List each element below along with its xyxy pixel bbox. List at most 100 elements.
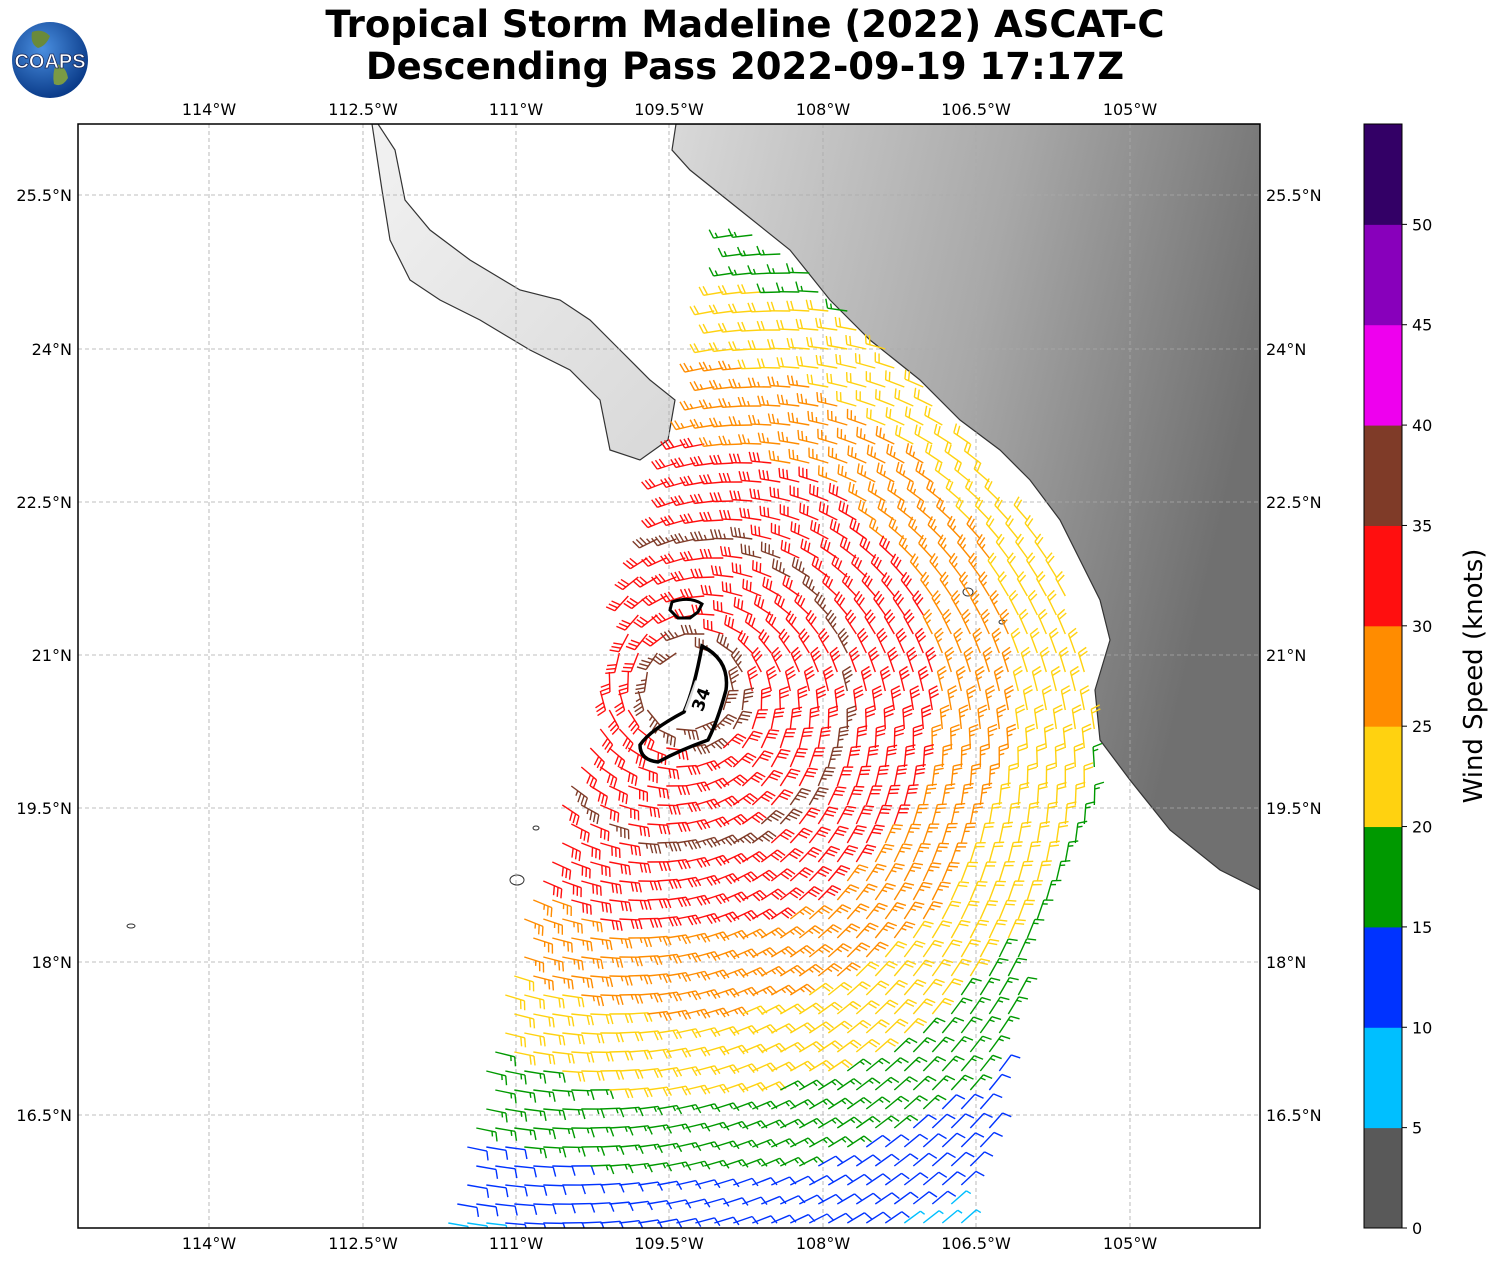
wind-barb (969, 763, 982, 787)
wind-barb (1074, 820, 1088, 844)
wind-barb (881, 572, 895, 597)
wind-barb (912, 1191, 938, 1205)
wind-barb (941, 978, 964, 996)
wind-barb (950, 590, 962, 616)
wind-barb (912, 920, 934, 939)
wind-barb (836, 1154, 863, 1167)
wind-barb (619, 918, 643, 930)
wind-barb (524, 1108, 547, 1121)
wind-barb (740, 543, 762, 559)
wind-barb (666, 934, 692, 945)
wind-barb (780, 539, 800, 559)
wind-barb (741, 687, 755, 711)
wind-barb (633, 690, 645, 717)
wind-barb (657, 1180, 683, 1190)
wind-barb (913, 387, 933, 407)
wind-barb (657, 1142, 683, 1153)
wind-barb (941, 608, 952, 635)
wind-barb (647, 1199, 673, 1210)
wind-barb (581, 1145, 606, 1156)
wind-barb (798, 1156, 825, 1167)
wind-barb (657, 991, 682, 1002)
wind-barb (798, 1117, 825, 1129)
wind-barb (679, 437, 705, 449)
wind-barb (689, 493, 715, 505)
wind-barb (883, 704, 894, 730)
wind-barb (657, 1218, 683, 1228)
wind-barb (789, 787, 811, 806)
wind-barb (737, 434, 762, 445)
wind-barb (893, 960, 917, 977)
wind-barb (1012, 665, 1023, 692)
wind-barb (779, 768, 801, 787)
wind-barb (727, 303, 753, 314)
wind-barb (742, 578, 762, 597)
wind-barb (628, 1162, 653, 1173)
wind-barb (806, 336, 829, 350)
wind-barb (873, 590, 886, 616)
wind-barb (766, 338, 791, 350)
wind-barb (737, 284, 762, 295)
wind-barb (791, 556, 810, 578)
wind-barb (1007, 880, 1025, 901)
wind-barb (815, 317, 838, 331)
wind-barb (984, 478, 1000, 502)
wind-barb (836, 884, 860, 901)
wind-barb (826, 372, 848, 388)
lat-tick-label-right: 18°N (1266, 953, 1306, 972)
wind-barb (590, 899, 612, 914)
wind-barb (963, 646, 974, 673)
wind-barb (995, 533, 1009, 559)
wind-barb (495, 1127, 518, 1141)
wind-barb (989, 589, 1000, 616)
wind-barb (874, 389, 895, 407)
wind-barb (767, 376, 791, 388)
wind-barb (953, 423, 971, 445)
wind-barb (817, 806, 839, 825)
wind-barb (903, 1133, 929, 1148)
wind-barb (969, 841, 986, 863)
wind-barb (855, 765, 872, 787)
wind-barb (976, 533, 990, 559)
wind-barb (1081, 723, 1092, 749)
wind-barb (931, 881, 951, 901)
wind-barb (717, 247, 743, 258)
wind-barb (798, 886, 823, 901)
wind-barb (939, 571, 952, 597)
wind-barb (808, 1021, 834, 1034)
wind-barb (524, 1070, 547, 1084)
coaps-logo: COAPS (12, 22, 88, 98)
wind-barb (714, 1102, 740, 1112)
wind-barb (747, 377, 772, 388)
wind-barb (846, 785, 865, 806)
wind-barb (666, 1085, 692, 1096)
wind-barb (514, 1089, 537, 1103)
wind-barb (960, 1016, 983, 1034)
colorbar-segment (1364, 1027, 1402, 1129)
wind-barb (770, 748, 791, 768)
wind-barb (864, 609, 876, 635)
wind-barb (998, 861, 1015, 882)
wind-barb (505, 1108, 528, 1122)
wind-barb (761, 1004, 787, 1015)
wind-barb (903, 979, 927, 996)
wind-barb (960, 1055, 984, 1072)
wind-barb (903, 901, 925, 920)
wind-barb (993, 665, 1004, 692)
lon-tick-label-top: 105°W (1103, 100, 1158, 119)
wind-barb (912, 590, 924, 616)
wind-barb (676, 952, 702, 963)
wind-barb (1055, 859, 1071, 882)
wind-barb (836, 1193, 863, 1205)
wind-barb (958, 571, 971, 597)
wind-barb (628, 899, 652, 911)
wind-barb (590, 1126, 615, 1137)
wind-barb (628, 1200, 653, 1211)
wind-barb (533, 1203, 557, 1215)
wind-barb (947, 685, 958, 711)
wind-barb (944, 442, 962, 464)
wind-barb (590, 937, 613, 951)
wind-barb (723, 1159, 749, 1168)
wind-barb (998, 899, 1017, 920)
